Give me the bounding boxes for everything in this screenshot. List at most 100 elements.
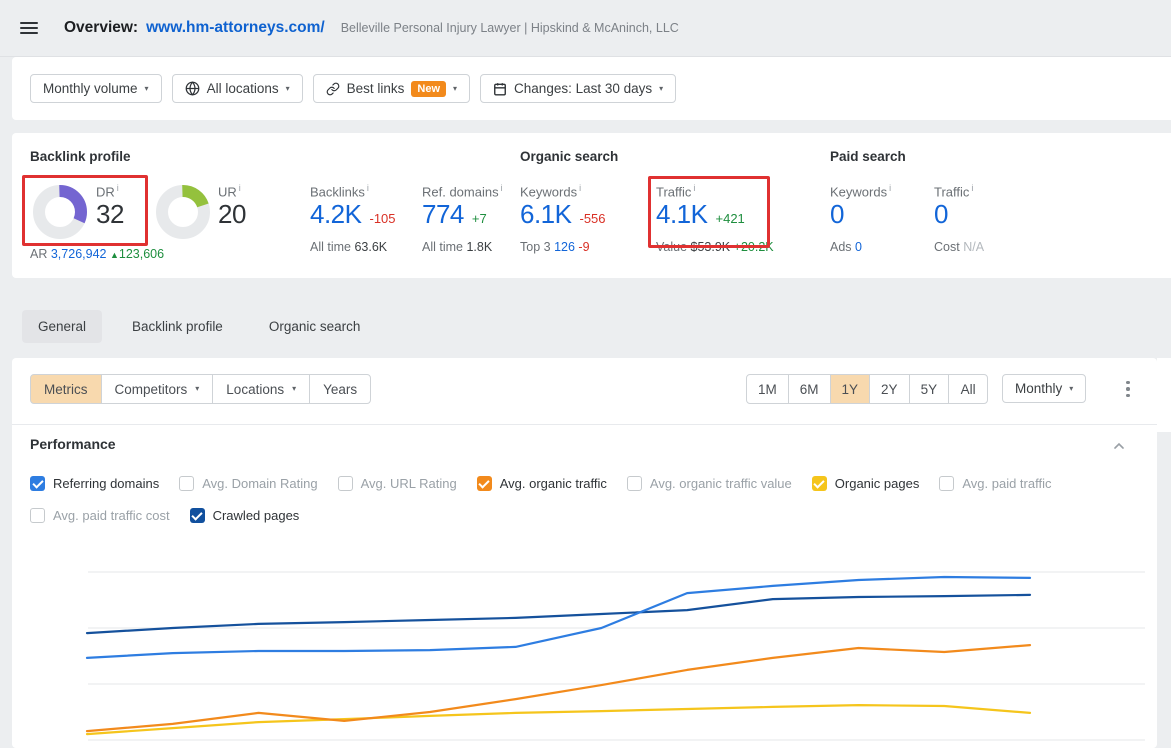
chart-line-organic-pages	[85, 704, 1032, 736]
organic-keywords-delta: -556	[579, 211, 606, 227]
toggle-avg-url-rating[interactable]: Avg. URL Rating	[337, 476, 457, 491]
performance-line-chart	[85, 571, 1145, 741]
organic-keywords-metric: Keywords i 6.1K -556 Top 3 126 -9	[520, 183, 606, 254]
ref-domains-metric: Ref. domains i 774 +7 All time 1.8K	[422, 183, 503, 254]
range-6m[interactable]: 6M	[787, 374, 831, 404]
ref-domains-value: 774	[422, 199, 464, 230]
ur-value: 20	[218, 199, 246, 230]
dr-metric: DR i 32	[96, 183, 124, 230]
range-1m[interactable]: 1M	[746, 374, 789, 404]
chart-controls: Metrics Competitors ▾ Locations ▾ Years 1M…	[12, 374, 1157, 404]
organic-keywords-value: 6.1K	[520, 199, 572, 230]
toggle-crawled-pages[interactable]: Crawled pages	[189, 508, 299, 523]
ar-label: AR	[30, 247, 48, 261]
menu-icon[interactable]	[20, 21, 38, 35]
paid-keywords-value: 0	[830, 199, 844, 230]
info-icon[interactable]: i	[500, 183, 503, 193]
toggle-avg-paid-traffic[interactable]: Avg. paid traffic	[939, 476, 1051, 491]
changes-label: Changes: Last 30 days	[514, 81, 653, 96]
backlink-profile-heading: Backlink profile	[30, 149, 131, 164]
info-icon[interactable]: i	[579, 183, 582, 193]
paid-keywords-label: Keywords	[830, 184, 888, 200]
cost-label: Cost	[934, 240, 960, 255]
backlinks-alltime-label: All time	[310, 240, 351, 255]
segment-competitors[interactable]: Competitors ▾	[100, 374, 214, 404]
metric-toggle-row-1: Referring domains Avg. Domain Rating Avg…	[30, 476, 1051, 491]
checkbox-checked-icon	[476, 476, 492, 491]
organic-keywords-label: Keywords	[520, 184, 578, 200]
toggle-organic-pages[interactable]: Organic pages	[811, 476, 919, 491]
checkbox-icon	[626, 476, 642, 491]
info-icon[interactable]: i	[238, 183, 241, 193]
performance-chart-area[interactable]	[12, 540, 1157, 748]
monthly-volume-dropdown[interactable]: Monthly volume ▾	[30, 74, 162, 103]
checkbox-icon	[337, 476, 353, 491]
checkbox-icon	[30, 508, 45, 523]
chevron-down-icon: ▾	[1069, 383, 1074, 393]
ur-metric: UR i 20	[218, 183, 246, 230]
ads-label: Ads	[830, 240, 852, 255]
ur-donut-chart	[156, 185, 210, 239]
backlinks-value: 4.2K	[310, 199, 362, 230]
info-icon[interactable]: i	[971, 183, 974, 193]
segment-years[interactable]: Years	[309, 374, 372, 404]
checkbox-checked-icon	[30, 476, 45, 491]
paid-traffic-label: Traffic	[934, 184, 970, 200]
range-5y[interactable]: 5Y	[908, 374, 950, 404]
interval-dropdown[interactable]: Monthly ▾	[1002, 374, 1087, 403]
performance-card: Metrics Competitors ▾ Locations ▾ Years 1M…	[12, 358, 1157, 748]
toggle-avg-domain-rating[interactable]: Avg. Domain Rating	[179, 476, 318, 491]
locations-dropdown[interactable]: All locations ▾	[171, 74, 303, 103]
chevron-down-icon: ▾	[144, 83, 149, 93]
more-options-icon[interactable]	[1118, 379, 1138, 399]
segment-metrics[interactable]: Metrics	[30, 374, 102, 404]
changes-dropdown[interactable]: Changes: Last 30 days ▾	[480, 74, 677, 103]
ar-delta: 123,606	[118, 247, 165, 261]
tab-general[interactable]: General	[22, 310, 103, 343]
info-icon[interactable]: i	[693, 183, 696, 193]
interval-label: Monthly	[1015, 381, 1063, 396]
top3-delta: -9	[578, 240, 590, 255]
tab-organic-search[interactable]: Organic search	[268, 319, 361, 334]
card-edge-patch	[1157, 358, 1171, 432]
site-url-link[interactable]: www.hm-attorneys.com/	[146, 19, 325, 36]
best-links-dropdown[interactable]: Best links New ▾	[312, 74, 471, 103]
checkbox-checked-icon	[811, 476, 827, 491]
range-1y[interactable]: 1Y	[829, 374, 871, 404]
toggle-avg-organic-traffic-value[interactable]: Avg. organic traffic value	[626, 476, 792, 491]
range-2y[interactable]: 2Y	[869, 374, 910, 404]
dr-value: 32	[96, 199, 124, 230]
traffic-value-label: Value	[656, 240, 688, 255]
traffic-value-amount: $53.9K	[690, 240, 731, 255]
locations-label: All locations	[206, 81, 279, 96]
collapse-chevron-icon[interactable]	[1111, 438, 1127, 454]
range-all[interactable]: All	[948, 374, 989, 404]
backlinks-metric: Backlinks i 4.2K -105 All time 63.6K	[310, 183, 396, 254]
cost-value: N/A	[963, 240, 985, 255]
calendar-icon	[494, 82, 506, 96]
toggle-referring-domains[interactable]: Referring domains	[30, 476, 159, 491]
info-icon[interactable]: i	[889, 183, 892, 193]
segment-locations[interactable]: Locations ▾	[212, 374, 311, 404]
time-range-control: 1M 6M 1Y 2Y 5Y All	[746, 374, 989, 404]
chevron-down-icon: ▾	[453, 83, 458, 93]
toggle-avg-paid-traffic-cost[interactable]: Avg. paid traffic cost	[30, 508, 170, 523]
overview-tabs: General Backlink profile Organic search	[22, 310, 376, 343]
view-segmented-control: Metrics Competitors ▾ Locations ▾ Years	[30, 374, 372, 404]
ur-label: UR	[218, 184, 237, 200]
paid-traffic-value: 0	[934, 199, 948, 230]
dr-donut-chart	[33, 185, 87, 239]
backlinks-label: Backlinks	[310, 184, 365, 200]
backlinks-delta: -105	[369, 211, 396, 227]
info-icon[interactable]: i	[116, 183, 119, 193]
traffic-value-delta: +20.2K	[733, 240, 774, 255]
info-icon[interactable]: i	[366, 183, 369, 193]
ref-domains-alltime-value: 1.8K	[466, 240, 493, 255]
checkbox-checked-icon	[189, 508, 205, 523]
chevron-down-icon: ▾	[285, 83, 290, 93]
chart-line-referring-domains	[85, 575, 1032, 660]
chevron-down-icon: ▾	[195, 384, 200, 393]
tab-backlink-profile[interactable]: Backlink profile	[132, 319, 223, 334]
metrics-summary-card: Backlink profile DR i 32 AR 3,726,942 ▲12…	[12, 133, 1171, 278]
toggle-avg-organic-traffic[interactable]: Avg. organic traffic	[476, 476, 607, 491]
